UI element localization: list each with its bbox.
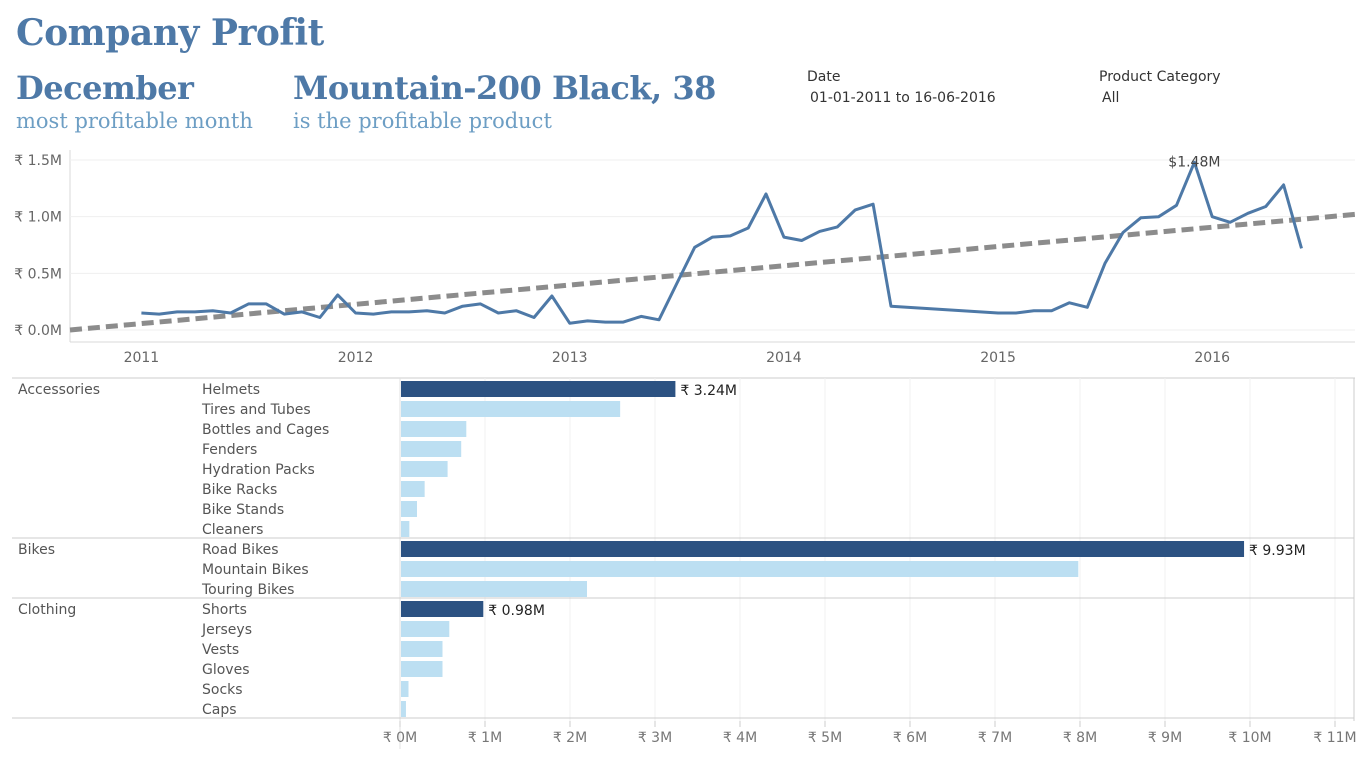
profit-line-chart[interactable]: ₹ 0.0M ₹ 0.5M ₹ 1.0M ₹ 1.5M 2011 2012 2013 2014… [0,150,1366,374]
subcategory-label: Jerseys [201,622,252,638]
subcategory-label: Shorts [202,602,247,618]
annotation-value: $1.48M [1168,154,1220,170]
subcategory-label: Gloves [202,662,250,678]
x-tick-label: ₹ 1M [468,730,502,746]
bar [401,401,621,417]
x-tick-label: ₹ 7M [978,730,1012,746]
category-label: Accessories [18,382,100,398]
bar [401,501,417,517]
subcategory-label: Hydration Packs [202,462,315,478]
x-tick-label: ₹ 3M [638,730,672,746]
subcategory-label: Mountain Bikes [202,562,309,578]
bar [401,521,410,537]
x-tick-label: ₹ 10M [1228,730,1271,746]
subcategory-label: Socks [202,682,243,698]
x-tick-label: 2016 [1194,350,1230,366]
x-tick-label: ₹ 0M [383,730,417,746]
x-tick-label: 2012 [338,350,374,366]
bar [401,621,450,637]
page-title: Company Profit [16,12,324,54]
subcategory-label: Bike Racks [202,482,277,498]
bar-data-label: ₹ 9.93M [1249,543,1306,559]
y-tick-label: ₹ 0.5M [14,266,62,282]
bar [401,561,1079,577]
subcategory-label: Caps [202,702,237,718]
subcategory-label: Bottles and Cages [202,422,329,438]
x-tick-label: ₹ 2M [553,730,587,746]
bar [401,381,676,397]
x-tick-label: ₹ 9M [1148,730,1182,746]
category-label: Clothing [18,602,76,618]
kpi-product-value: Mountain-200 Black, 38 [293,69,716,107]
bar [401,481,425,497]
kpi-most-profitable-product: Mountain-200 Black, 38 is the profitable… [293,68,716,134]
bar [401,421,467,437]
subcategory-label: Road Bikes [202,542,279,558]
x-tick-label: 2013 [552,350,588,366]
bar [401,581,587,597]
date-filter-label: Date [807,69,841,85]
bar [401,681,409,697]
bar [401,661,443,677]
date-filter[interactable]: Date 01-01-2011 to 16-06-2016 [807,68,996,107]
y-tick-label: ₹ 0.0M [14,323,62,339]
subcategory-label: Cleaners [202,522,263,538]
bar-data-label: ₹ 3.24M [680,383,737,399]
y-tick-label: ₹ 1.0M [14,210,62,226]
date-filter-value[interactable]: 01-01-2011 to 16-06-2016 [810,90,996,106]
category-label: Bikes [18,542,55,558]
kpi-most-profitable-month: December most profitable month [16,68,253,134]
bar [401,441,462,457]
bar-data-label: ₹ 0.98M [488,603,545,619]
product-category-filter-label: Product Category [1099,69,1221,85]
trend-line [69,211,1356,333]
subcategory-label: Vests [202,642,239,658]
kpi-month-caption: most profitable month [16,109,253,133]
bar [401,701,406,717]
bar [401,461,448,477]
subcategory-label: Fenders [202,442,257,458]
x-tick-label: 2015 [980,350,1016,366]
subcategory-label: Touring Bikes [201,582,294,598]
subcategory-profit-bar-chart[interactable]: ₹ 0M ₹ 1M ₹ 2M ₹ 3M ₹ 4M ₹ 5M ₹ 6M ₹ 7M ₹ 8M ₹ 9M… [0,376,1366,768]
bar [401,641,443,657]
x-tick-label: ₹ 4M [723,730,757,746]
x-tick-label: ₹ 11M [1313,730,1356,746]
bar [401,541,1245,557]
profit-series-line [141,160,1303,325]
kpi-month-value: December [16,69,194,107]
subcategory-label: Bike Stands [202,502,284,518]
kpi-product-caption: is the profitable product [293,109,552,133]
subcategory-label: Tires and Tubes [201,402,311,418]
x-tick-label: 2011 [124,350,160,366]
x-tick-label: ₹ 6M [893,730,927,746]
x-tick-label: ₹ 8M [1063,730,1097,746]
product-category-filter-value[interactable]: All [1102,90,1120,106]
y-tick-label: ₹ 1.5M [14,153,62,169]
product-category-filter[interactable]: Product Category All [1099,68,1221,107]
subcategory-label: Helmets [202,382,260,398]
bar [401,601,484,617]
x-tick-label: 2014 [766,350,802,366]
x-tick-label: ₹ 5M [808,730,842,746]
